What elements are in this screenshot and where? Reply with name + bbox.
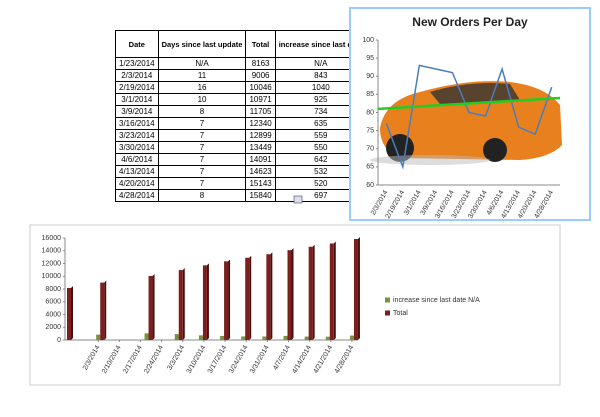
bar-side [104, 280, 107, 340]
x-tick-label: 3/3/2014 [166, 344, 186, 371]
bar [224, 261, 229, 340]
y-tick-label: 60 [366, 182, 374, 189]
x-tick-label: 4/14/2014 [291, 344, 313, 375]
legend-swatch [385, 297, 390, 303]
x-tick-label: 4/28/2014 [334, 344, 356, 375]
bar-side [206, 263, 209, 340]
bar [283, 335, 288, 340]
bar-side [291, 248, 294, 340]
bar-side [312, 244, 315, 340]
y-tick-label: 100 [362, 37, 374, 44]
x-tick-label: 2/3/2014 [82, 344, 102, 371]
x-tick-label: 2/24/2014 [143, 344, 165, 375]
x-tick-label: 3/10/2014 [186, 344, 208, 375]
y-tick-label: 65 [366, 164, 374, 171]
bar [220, 335, 225, 340]
y-tick-label: 0 [57, 337, 61, 344]
y-tick-label: 10000 [42, 273, 62, 280]
bar [96, 334, 101, 340]
x-tick-label: 2/10/2014 [101, 344, 123, 375]
bar-side [71, 285, 73, 340]
bar-side [182, 268, 185, 340]
bar [353, 239, 358, 340]
bar-side [270, 252, 273, 340]
header-cell: Date [115, 30, 159, 58]
x-tick-label: 4/21/2014 [313, 344, 335, 375]
y-tick-label: 90 [366, 73, 374, 80]
y-tick-label: 8000 [45, 286, 61, 293]
bar [100, 282, 105, 340]
bar-side [333, 241, 336, 340]
bar [329, 243, 334, 340]
table-cell: 13449 [245, 141, 276, 154]
y-tick-label: 4000 [45, 311, 61, 318]
bar [266, 254, 271, 340]
y-tick-label: 12000 [42, 260, 62, 267]
chart-title: New Orders Per Day [412, 15, 528, 29]
x-tick-label: 3/31/2014 [249, 344, 271, 375]
y-tick-label: 6000 [45, 299, 61, 306]
y-tick-label: 14000 [42, 248, 62, 255]
data-line [385, 64, 553, 170]
bar [198, 335, 203, 340]
x-tick-label: 2/17/2014 [122, 344, 144, 375]
bar [245, 257, 250, 340]
y-tick-label: 70 [366, 146, 374, 153]
table-row: 3/9/201481170573492 [115, 105, 420, 118]
y-tick-label: 85 [366, 91, 374, 98]
table-cell: 15840 [245, 189, 276, 202]
bar-side [228, 259, 231, 340]
bar [308, 246, 313, 340]
bar [304, 336, 309, 340]
y-tick-label: 95 [366, 55, 374, 62]
bar [67, 287, 71, 340]
chart-frame [29, 224, 561, 386]
y-tick-label: 80 [366, 109, 374, 116]
bar [174, 334, 179, 340]
legend-swatch [385, 310, 390, 316]
bar [349, 335, 354, 340]
y-tick-label: 16000 [42, 235, 62, 242]
y-tick-label: 75 [366, 127, 374, 134]
bar [148, 275, 153, 340]
bar [262, 336, 267, 340]
x-tick-label: 3/24/2014 [228, 344, 250, 375]
bar [178, 270, 183, 340]
bar-side [249, 255, 252, 340]
table-icon [293, 195, 303, 204]
bar [202, 265, 207, 340]
trendline [377, 96, 561, 111]
x-tick-label: 4/7/2014 [272, 344, 292, 371]
x-tick-label: 3/17/2014 [207, 344, 229, 375]
table-cell: 8 [157, 189, 247, 202]
bar [325, 336, 330, 340]
y-tick-label: 2000 [45, 324, 61, 331]
bar [144, 333, 149, 340]
legend-label: increase since last date N/A [393, 297, 480, 304]
bar [287, 250, 292, 340]
bar-side [152, 273, 155, 340]
bar-side [357, 237, 360, 340]
legend-label: Total [393, 310, 408, 317]
bar [241, 336, 246, 340]
